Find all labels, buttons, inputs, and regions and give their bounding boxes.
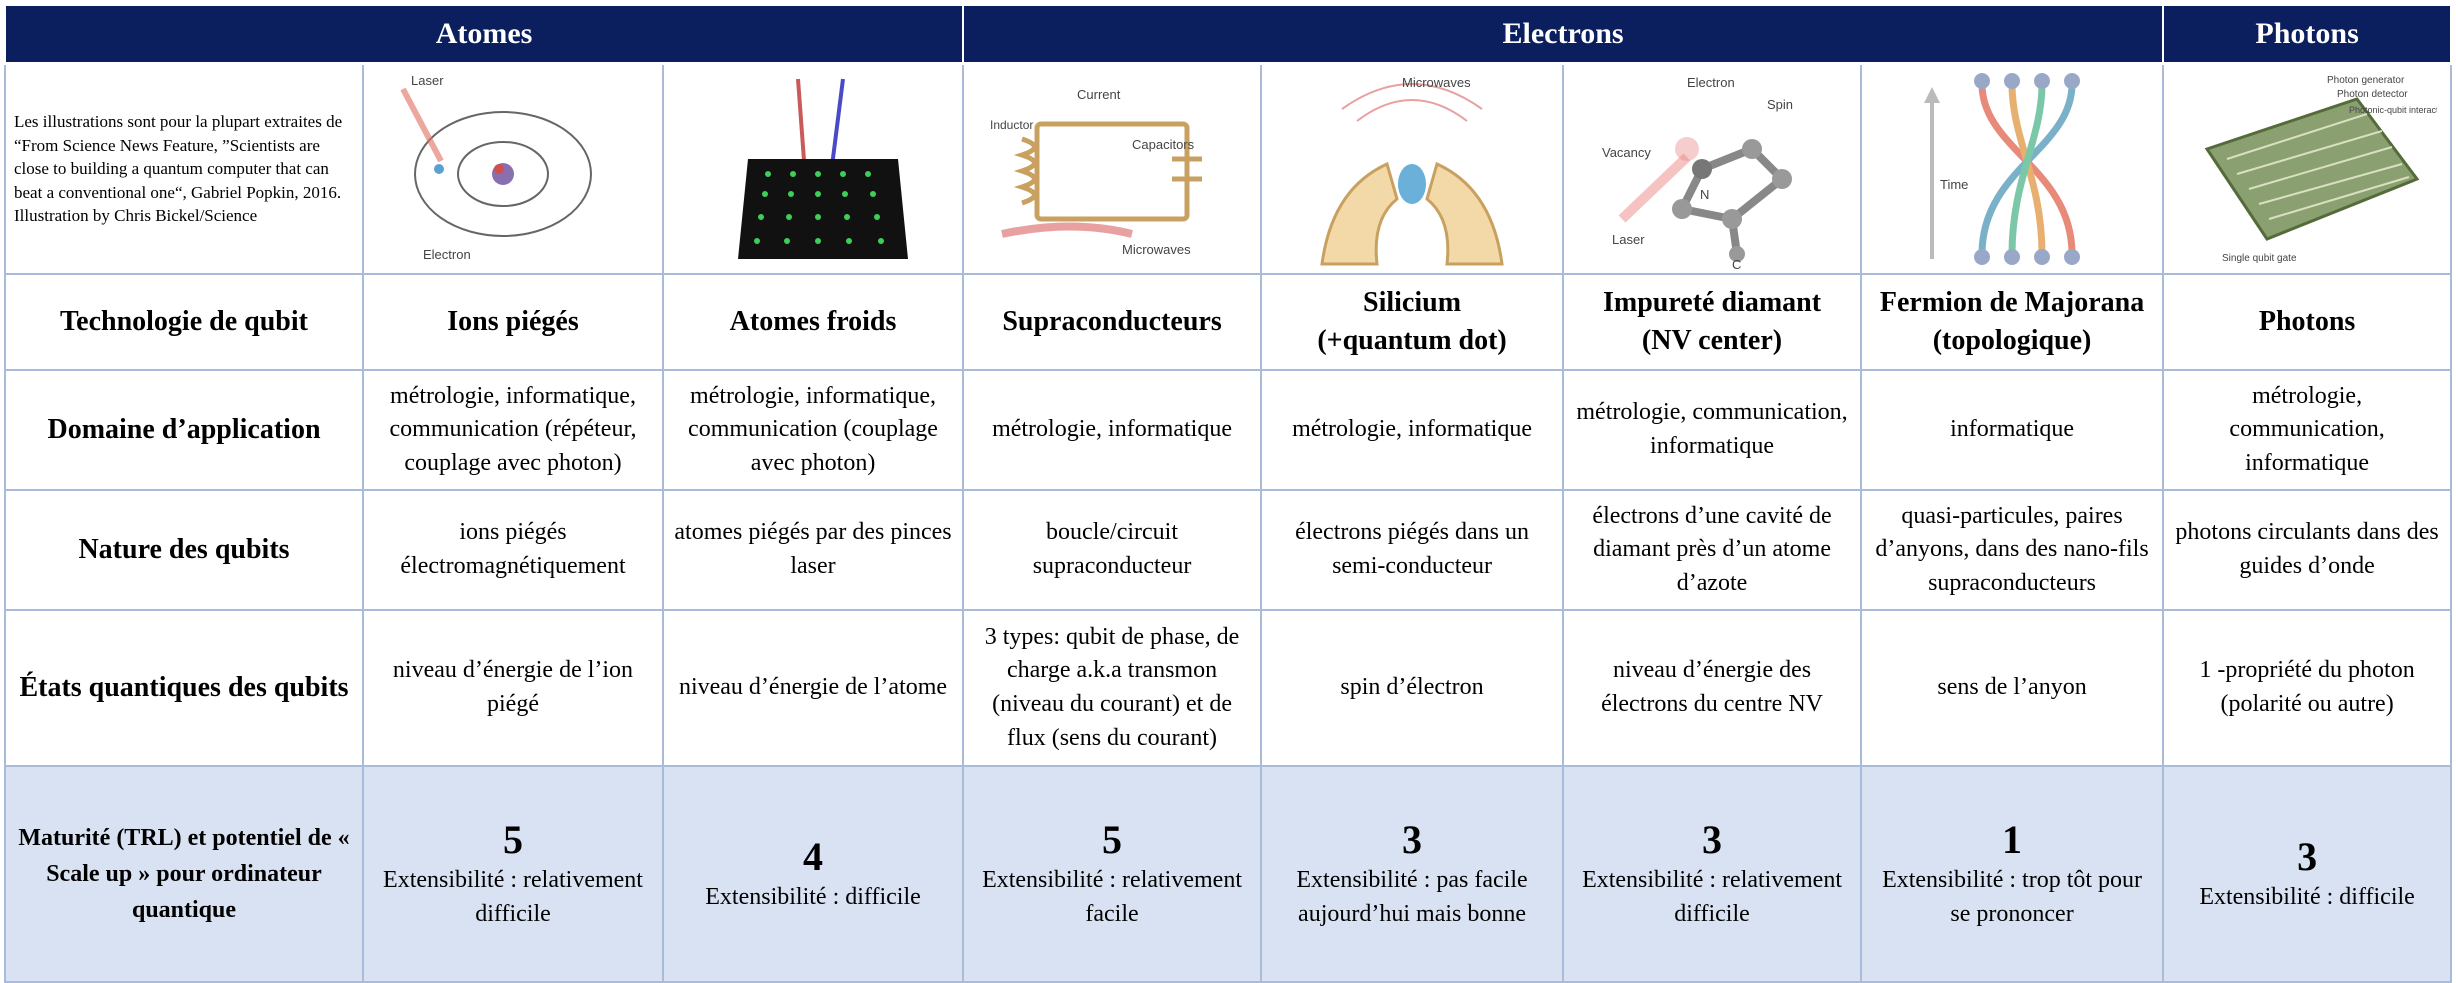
trapped-ion-illustration: Laser Electron — [400, 73, 592, 262]
domaine-supra: métrologie, informatique — [962, 369, 1263, 491]
domaine-ions: métrologie, informatique, communication … — [362, 369, 664, 491]
label-capacitors: Capacitors — [1132, 137, 1195, 152]
superconductor-circuit-illustration: Current Capacitors Inductor Microwaves — [990, 87, 1203, 257]
tech-ions: Ions piégés — [362, 273, 664, 371]
row-head-domaine: Domaine d’application — [4, 369, 364, 491]
trl-score: 3 — [1702, 817, 1723, 863]
trl-score: 5 — [1102, 817, 1123, 863]
row-maturite: Maturité (TRL) et potentiel de « Scale u… — [4, 765, 2453, 983]
illustration-nv-center: Electron Spin Vacancy N Laser C — [1562, 62, 1863, 275]
domaine-atomes: métrologie, informatique, communication … — [661, 369, 965, 491]
nature-diamant: électrons d’une cavité de diamant près d… — [1562, 489, 1863, 611]
maturite-silicium: 3 Extensibilité : pas facile aujourd’hui… — [1260, 765, 1565, 983]
extensibilite: Extensibilité : difficile — [2199, 884, 2415, 911]
label-electron-nv: Electron — [1687, 75, 1735, 90]
tech-diamant: Impureté diamant (NV center) — [1562, 273, 1863, 371]
tech-photons: Photons — [2162, 273, 2453, 371]
illustration-silicon: Microwaves — [1260, 62, 1565, 275]
label-spin: Spin — [1767, 97, 1793, 112]
tech-silicium: Silicium (+quantum dot) — [1260, 273, 1565, 371]
maturite-majorana: 1 Extensibilité : trop tôt pour se prono… — [1860, 765, 2165, 983]
group-photons: Photons — [2162, 4, 2453, 65]
group-electrons: Electrons — [962, 4, 2165, 65]
maturite-atomes: 4 Extensibilité : difficile — [661, 765, 965, 983]
etats-majorana: sens de l’anyon — [1860, 609, 2165, 767]
extensibilite: Extensibilité : difficile — [705, 884, 921, 911]
etats-diamant: niveau d’énergie des électrons du centre… — [1562, 609, 1863, 767]
label-inductor: Inductor — [990, 118, 1033, 132]
maturite-photons: 3 Extensibilité : difficile — [2162, 765, 2453, 983]
row-etats: États quantiques des qubits niveau d’éne… — [4, 609, 2453, 767]
label-photonic-qubit: Photonic-qubit interaction — [2349, 105, 2437, 115]
label-microwaves: Microwaves — [1122, 242, 1191, 257]
maturite-ions: 5 Extensibilité : relativement difficile — [362, 765, 664, 983]
trl-score: 5 — [503, 817, 523, 863]
tech-atomes: Atomes froids — [661, 273, 965, 371]
row-domaine: Domaine d’application métrologie, inform… — [4, 369, 2453, 491]
qubit-comparison-table: Atomes Electrons Photons Les illustratio… — [3, 4, 2453, 983]
label-current: Current — [1077, 87, 1121, 102]
tech-majorana: Fermion de Majorana (topologique) — [1860, 273, 2165, 371]
maturite-supra: 5 Extensibilité : relativement facile — [962, 765, 1263, 983]
label-microwaves-si: Microwaves — [1402, 75, 1471, 90]
nature-supra: boucle/circuit supraconducteur — [962, 489, 1263, 611]
nature-photons: photons circulants dans des guides d’ond… — [2162, 489, 2453, 611]
extensibilite: Extensibilité : relativement facile — [982, 867, 1242, 927]
group-header-row: Atomes Electrons Photons — [3, 4, 2453, 65]
label-single-qubit-gate: Single qubit gate — [2222, 253, 2297, 264]
nature-silicium: électrons piégés dans un semi-conducteur — [1260, 489, 1565, 611]
domaine-silicium: métrologie, informatique — [1260, 369, 1565, 491]
cold-atoms-illustration — [738, 78, 909, 259]
trl-score: 4 — [803, 834, 824, 880]
illustration-superconductor: Current Capacitors Inductor Microwaves — [962, 62, 1263, 275]
illustration-photons: Photon generator Photon detector Photoni… — [2162, 62, 2453, 275]
label-laser-nv: Laser — [1612, 232, 1645, 247]
label-photon-detector: Photon detector — [2337, 89, 2408, 100]
group-atomes: Atomes — [3, 4, 965, 65]
etats-supra: 3 types: qubit de phase, de charge a.k.a… — [962, 609, 1263, 767]
photonic-chip-illustration: Photon generator Photon detector Photoni… — [2204, 75, 2437, 264]
label-vacancy: Vacancy — [1602, 145, 1651, 160]
illustration-ions: Laser Electron — [362, 62, 664, 275]
row-head-technologie: Technologie de qubit — [4, 273, 364, 371]
trl-score: 1 — [2002, 817, 2023, 863]
extensibilite: Extensibilité : pas facile aujourd’hui m… — [1296, 867, 1528, 927]
row-head-maturite: Maturité (TRL) et potentiel de « Scale u… — [4, 765, 364, 983]
row-head-etats: États quantiques des qubits — [4, 609, 364, 767]
etats-silicium: spin d’électron — [1260, 609, 1565, 767]
domaine-majorana: informatique — [1860, 369, 2165, 491]
domaine-photons: métrologie, communication, informatique — [2162, 369, 2453, 491]
trl-score: 3 — [1402, 817, 1423, 863]
domaine-diamant: métrologie, communication, informatique — [1562, 369, 1863, 491]
tech-supra: Supraconducteurs — [962, 273, 1263, 371]
row-head-nature: Nature des qubits — [4, 489, 364, 611]
extensibilite: Extensibilité : relativement difficile — [383, 867, 643, 927]
illustration-cold-atoms — [661, 62, 965, 275]
trl-score: 3 — [2297, 834, 2318, 880]
illustration-majorana: Time — [1860, 62, 2165, 275]
nature-ions: ions piégés électromagnétiquement — [362, 489, 664, 611]
nature-majorana: quasi-particules, paires d’anyons, dans … — [1860, 489, 2165, 611]
nature-atomes: atomes piégés par des pinces laser — [661, 489, 965, 611]
illustration-row: Les illustrations sont pour la plupart e… — [4, 62, 2453, 275]
label-photon-generator: Photon generator — [2327, 75, 2405, 86]
label-laser: Laser — [411, 73, 444, 88]
row-nature: Nature des qubits ions piégés électromag… — [4, 489, 2453, 611]
extensibilite: Extensibilité : relativement difficile — [1582, 867, 1842, 927]
majorana-braiding-illustration: Time — [1924, 73, 2081, 265]
silicon-quantum-dot-illustration: Microwaves — [1320, 75, 1504, 266]
etats-ions: niveau d’énergie de l’ion piégé — [362, 609, 664, 767]
label-electron: Electron — [423, 247, 471, 262]
illustration-credit: Les illustrations sont pour la plupart e… — [4, 62, 364, 275]
label-n: N — [1700, 187, 1709, 202]
etats-photons: 1 -propriété du photon (polarité ou autr… — [2162, 609, 2453, 767]
maturite-diamant: 3 Extensibilité : relativement difficile — [1562, 765, 1863, 983]
row-technologie: Technologie de qubit Ions piégés Atomes … — [4, 273, 2453, 371]
etats-atomes: niveau d’énergie de l’atome — [661, 609, 965, 767]
label-time: Time — [1940, 177, 1968, 192]
nv-center-illustration: Electron Spin Vacancy N Laser C — [1602, 75, 1793, 269]
extensibilite: Extensibilité : trop tôt pour se prononc… — [1882, 867, 2143, 927]
label-c: C — [1732, 257, 1741, 269]
